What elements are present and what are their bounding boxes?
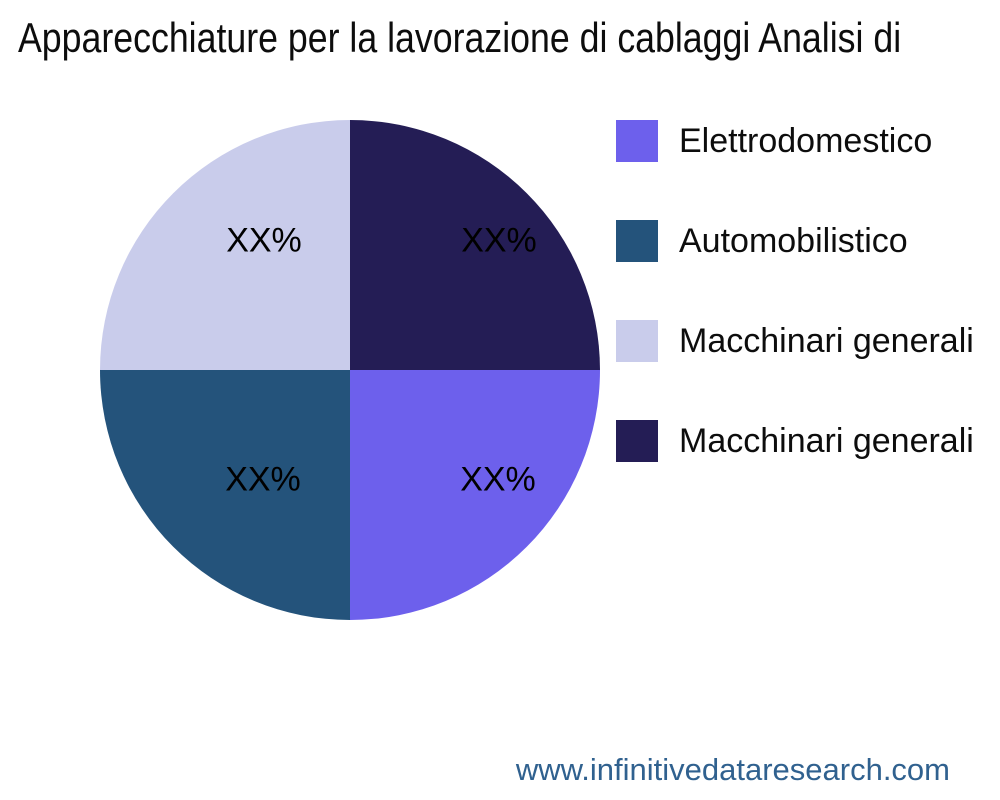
legend-item-elettrodomestico: Elettrodomestico bbox=[616, 120, 974, 162]
legend-item-macchinari-generali-2: Macchinari generali bbox=[616, 420, 974, 462]
legend-swatch-macchinari-generali-1 bbox=[616, 320, 658, 362]
slice-value-label-bottom-right: XX% bbox=[460, 460, 536, 499]
legend-label-automobilistico: Automobilistico bbox=[679, 221, 908, 260]
chart-title: Apparecchiature per la lavorazione di ca… bbox=[18, 14, 902, 61]
slice-value-label-top-left: XX% bbox=[226, 221, 302, 260]
pie-circle bbox=[100, 120, 600, 620]
chart-legend: Elettrodomestico Automobilistico Macchin… bbox=[616, 120, 974, 520]
legend-swatch-macchinari-generali-2 bbox=[616, 420, 658, 462]
pie-chart: XX% XX% XX% XX% bbox=[100, 120, 600, 620]
legend-item-macchinari-generali-1: Macchinari generali bbox=[616, 320, 974, 362]
legend-label-macchinari-generali-2: Macchinari generali bbox=[679, 421, 974, 460]
legend-label-macchinari-generali-1: Macchinari generali bbox=[679, 321, 974, 360]
legend-swatch-automobilistico bbox=[616, 220, 658, 262]
legend-swatch-elettrodomestico bbox=[616, 120, 658, 162]
legend-label-elettrodomestico: Elettrodomestico bbox=[679, 121, 933, 160]
slice-value-label-bottom-left: XX% bbox=[225, 460, 301, 499]
slice-value-label-top-right: XX% bbox=[461, 221, 537, 260]
website-watermark: www.infinitivedataresearch.com bbox=[515, 752, 950, 787]
legend-item-automobilistico: Automobilistico bbox=[616, 220, 974, 262]
